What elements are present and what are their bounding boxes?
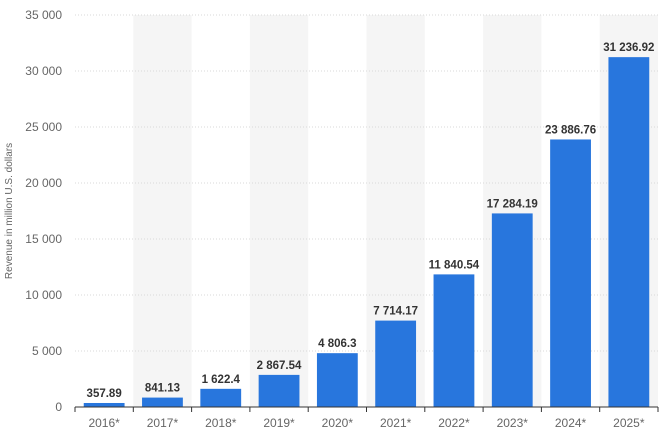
y-tick-label: 30 000 xyxy=(25,64,62,78)
y-tick-label: 0 xyxy=(55,400,62,414)
bar[interactable] xyxy=(142,397,183,407)
data-label: 841.13 xyxy=(145,383,180,395)
data-label: 11 840.54 xyxy=(429,259,480,271)
data-label: 31 236.92 xyxy=(603,42,654,54)
bar[interactable] xyxy=(433,274,475,407)
data-label: 7 714.17 xyxy=(373,306,418,318)
x-tick-label: 2020* xyxy=(322,416,354,430)
x-tick-label: 2024* xyxy=(555,416,587,430)
x-axis-ticks: 2016* 2017* 2018* 2019* 2020* 2021* 2022* 2023*… xyxy=(74,407,659,430)
x-tick-label: 2023* xyxy=(497,416,529,430)
bar[interactable] xyxy=(375,320,417,407)
bar[interactable] xyxy=(200,388,242,407)
y-tick-label: 10 000 xyxy=(25,288,62,302)
data-label: 2 867.54 xyxy=(257,360,302,372)
data-label: 1 622.4 xyxy=(202,374,241,386)
gridlines xyxy=(75,14,658,352)
data-label: 357.89 xyxy=(87,388,122,400)
bar[interactable] xyxy=(550,139,591,407)
y-axis-ticks: 0 5 000 10 000 15 000 20 000 25 000 30 000 35 0… xyxy=(25,8,62,414)
data-label: 4 806.3 xyxy=(318,338,356,350)
x-tick-label: 2017* xyxy=(147,416,179,430)
x-tick-label: 2025* xyxy=(613,416,645,430)
data-label: 17 284.19 xyxy=(487,198,538,210)
x-tick-label: 2019* xyxy=(263,416,295,430)
x-tick-label: 2021* xyxy=(380,416,412,430)
bar[interactable] xyxy=(608,57,650,408)
x-tick-label: 2018* xyxy=(205,416,237,430)
category-band xyxy=(133,15,192,407)
bars xyxy=(83,57,650,408)
y-tick-label: 35 000 xyxy=(25,8,62,22)
x-tick-label: 2022* xyxy=(438,416,470,430)
y-tick-label: 25 000 xyxy=(25,120,62,134)
data-labels: 357.89 841.13 1 622.4 2 867.54 4 806.3 7 714.… xyxy=(87,42,655,400)
bar[interactable] xyxy=(316,353,358,407)
bar[interactable] xyxy=(83,402,125,407)
y-tick-label: 20 000 xyxy=(25,176,62,190)
y-tick-label: 15 000 xyxy=(25,232,62,246)
y-axis-title: Revenue in million U.S. dollars xyxy=(4,143,15,279)
x-tick-label: 2016* xyxy=(88,416,120,430)
y-tick-label: 5 000 xyxy=(32,344,62,358)
data-label: 23 886.76 xyxy=(545,124,596,136)
category-band xyxy=(249,15,309,407)
bar[interactable] xyxy=(258,374,300,407)
bar[interactable] xyxy=(491,213,533,407)
